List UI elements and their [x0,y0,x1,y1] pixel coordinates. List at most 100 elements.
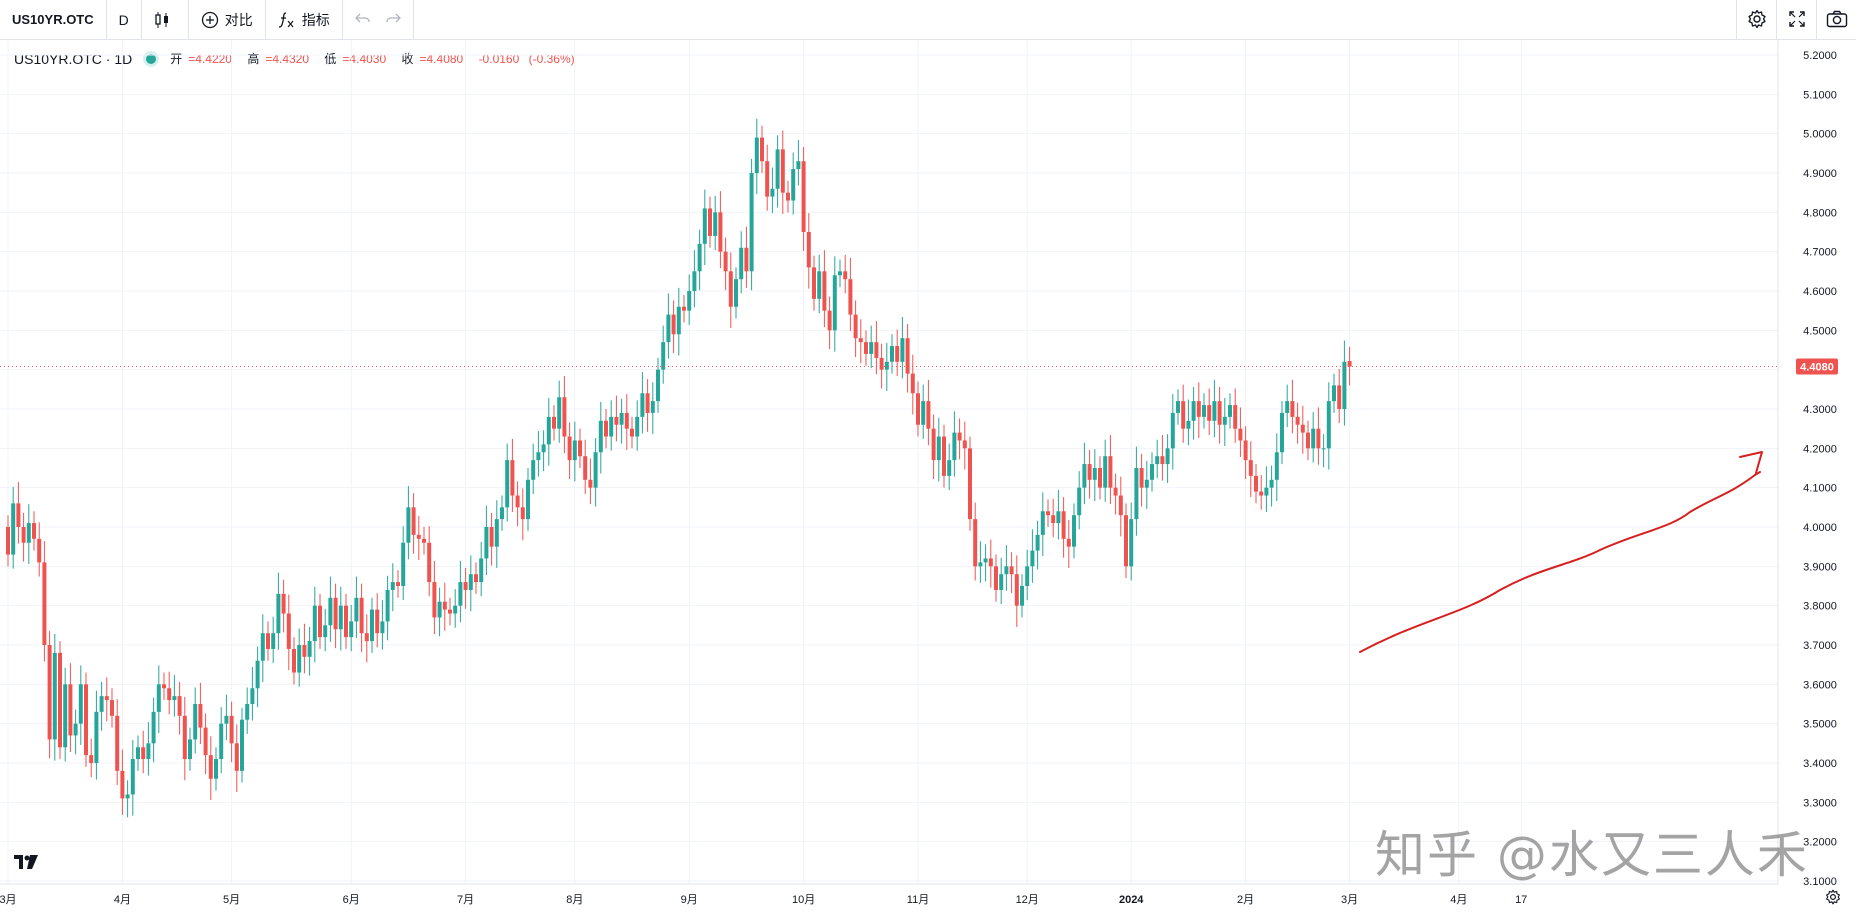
candle-body [739,247,744,280]
price-tick-label: 3.5000 [1803,719,1837,731]
candle-body [1228,405,1232,417]
candle-body [1311,428,1316,449]
candle-body [229,715,234,744]
candle-body [562,397,567,437]
candle-body [791,169,796,201]
candle-body [390,582,395,590]
candle-body [983,558,988,563]
candle-body [188,739,192,760]
candle-body [1124,515,1128,567]
candle-body [541,444,546,453]
candle-body [1160,456,1165,465]
candle-body [838,271,842,276]
redo-icon[interactable] [385,11,401,28]
candle-body [609,416,614,437]
candle-body [151,711,156,744]
candle-body [286,613,291,649]
candle-body [214,759,218,779]
candle-body [754,137,759,173]
candle-body [858,338,863,343]
candle-body [1316,428,1321,449]
candle-body [125,794,130,799]
undo-redo-group [343,0,414,40]
candle-body [1082,464,1087,488]
price-tick-label: 4.2000 [1803,443,1837,455]
candle-body [1046,511,1050,516]
price-tick-label: 3.1000 [1803,876,1837,888]
candle-body [1274,452,1279,480]
candle-body [276,593,281,634]
candle-body [11,503,16,555]
candle-body [1233,405,1238,429]
compare-button[interactable]: 对比 [189,0,266,40]
candle-body [494,519,499,547]
candle-body [546,416,551,445]
candle-body [1051,515,1056,524]
candle-body [99,696,104,712]
annotation-arrow [1359,471,1761,653]
candle-body [1269,479,1274,488]
symbol-search-button[interactable]: US10YR.OTC [0,0,107,40]
candle-body [510,460,515,496]
screenshot-button[interactable] [1816,0,1856,40]
candle-body [271,633,276,649]
candle-body [500,507,504,520]
candle-body [234,743,239,771]
candle-body [1056,511,1061,524]
candle-body [437,601,442,618]
price-axis: 5.2000 5.1000 5.0000 4.9000 4.8000 4.7000 4.60… [1803,50,1837,888]
price-tick-label: 3.2000 [1803,837,1837,849]
settings-button[interactable] [1736,0,1776,40]
candle-body [728,271,733,307]
tradingview-logo[interactable] [12,852,42,874]
time-axis: 3月 4月 5月 6月 7月 8月 9月 10月 11月 12月 2024 2月 3月 4月 17 [0,894,1527,906]
candle-body [250,688,255,704]
candle-body [578,440,582,457]
candle-body [1222,416,1227,425]
candle-body [869,342,874,354]
candle-body [624,412,629,429]
candle-body [1092,468,1097,480]
candle-body [1165,448,1170,465]
price-chart[interactable]: 5.2000 5.1000 5.0000 4.9000 4.8000 4.7000 4.60… [0,40,1856,921]
candle-body [572,440,577,461]
candle-body [307,641,312,657]
candle-body [58,652,62,748]
compare-label: 对比 [224,11,253,28]
candle-body [1254,475,1258,492]
axis-settings-button[interactable] [1825,889,1845,909]
candle-body [37,538,42,563]
candle-body [453,605,458,614]
candle-body [905,338,910,374]
time-tick-label: 10月 [792,894,815,906]
candle-body [921,401,926,425]
candle-body [260,633,265,661]
candle-body [926,401,931,429]
candle-body [676,306,681,335]
market-status-dot[interactable] [146,53,157,64]
candle-body [1238,428,1243,441]
candle-body [718,212,723,252]
undo-icon[interactable] [354,11,371,28]
candle-body [47,645,52,740]
candle-body [650,401,655,413]
chart-type-button[interactable] [142,0,189,40]
candle-body [422,538,426,543]
candle-body [827,310,832,331]
indicators-button[interactable]: 指标 [266,0,343,40]
candle-body [770,188,775,197]
fullscreen-button[interactable] [1776,0,1816,40]
candle-body [203,727,208,756]
candle-body [63,684,68,748]
candle-body [266,633,270,649]
candle-body [1285,401,1290,413]
candle-body [1191,401,1196,421]
time-tick-label: 11月 [907,894,929,906]
candle-body [1290,401,1295,417]
candle-body [442,601,447,610]
interval-button[interactable]: D [107,0,142,40]
candle-body [240,719,244,771]
time-tick-label: 3月 [0,894,17,906]
candles-icon [154,11,170,29]
candle-body [598,420,603,453]
